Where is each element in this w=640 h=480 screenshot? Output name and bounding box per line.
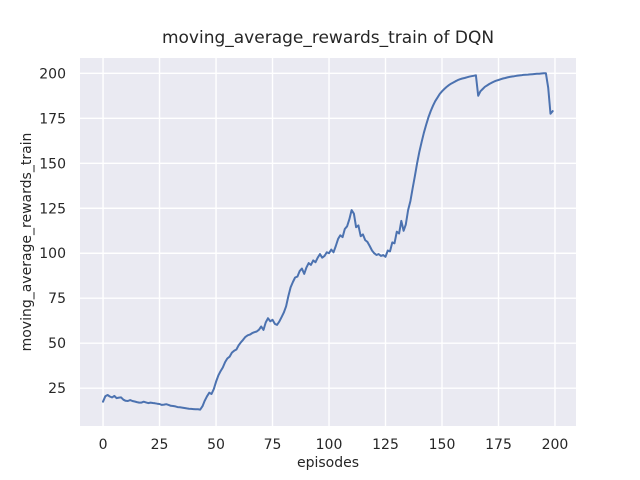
x-tick-labels: 0 25 50 75 100 125 150 175 200: [99, 437, 569, 453]
plot-area: [80, 58, 576, 426]
y-tick-label: 25: [48, 381, 66, 397]
x-tick-label: 200: [542, 437, 569, 453]
x-tick-label: 75: [264, 437, 282, 453]
y-tick-label: 175: [39, 111, 66, 127]
y-tick-label: 125: [39, 201, 66, 217]
x-tick-label: 25: [151, 437, 169, 453]
y-tick-label: 100: [39, 246, 66, 262]
series-line-dqn-rewards: [102, 72, 554, 411]
x-tick-label: 0: [99, 437, 108, 453]
x-axis-label: episodes: [297, 455, 359, 471]
chart-title: moving_average_rewards_train of DQN: [162, 28, 494, 48]
x-tick-label: 125: [372, 437, 399, 453]
x-tick-label: 150: [429, 437, 456, 453]
x-tick-label: 50: [207, 437, 225, 453]
y-tick-labels: 25 50 75 100 125 150 175 200: [39, 66, 66, 397]
y-tick-label: 150: [39, 156, 66, 172]
x-tick-label: 100: [316, 437, 343, 453]
x-tick-label: 175: [485, 437, 512, 453]
y-tick-label: 75: [48, 291, 66, 307]
y-tick-label: 200: [39, 66, 66, 82]
y-axis-label: moving_average_rewards_train: [19, 133, 35, 352]
y-tick-label: 50: [48, 336, 66, 352]
